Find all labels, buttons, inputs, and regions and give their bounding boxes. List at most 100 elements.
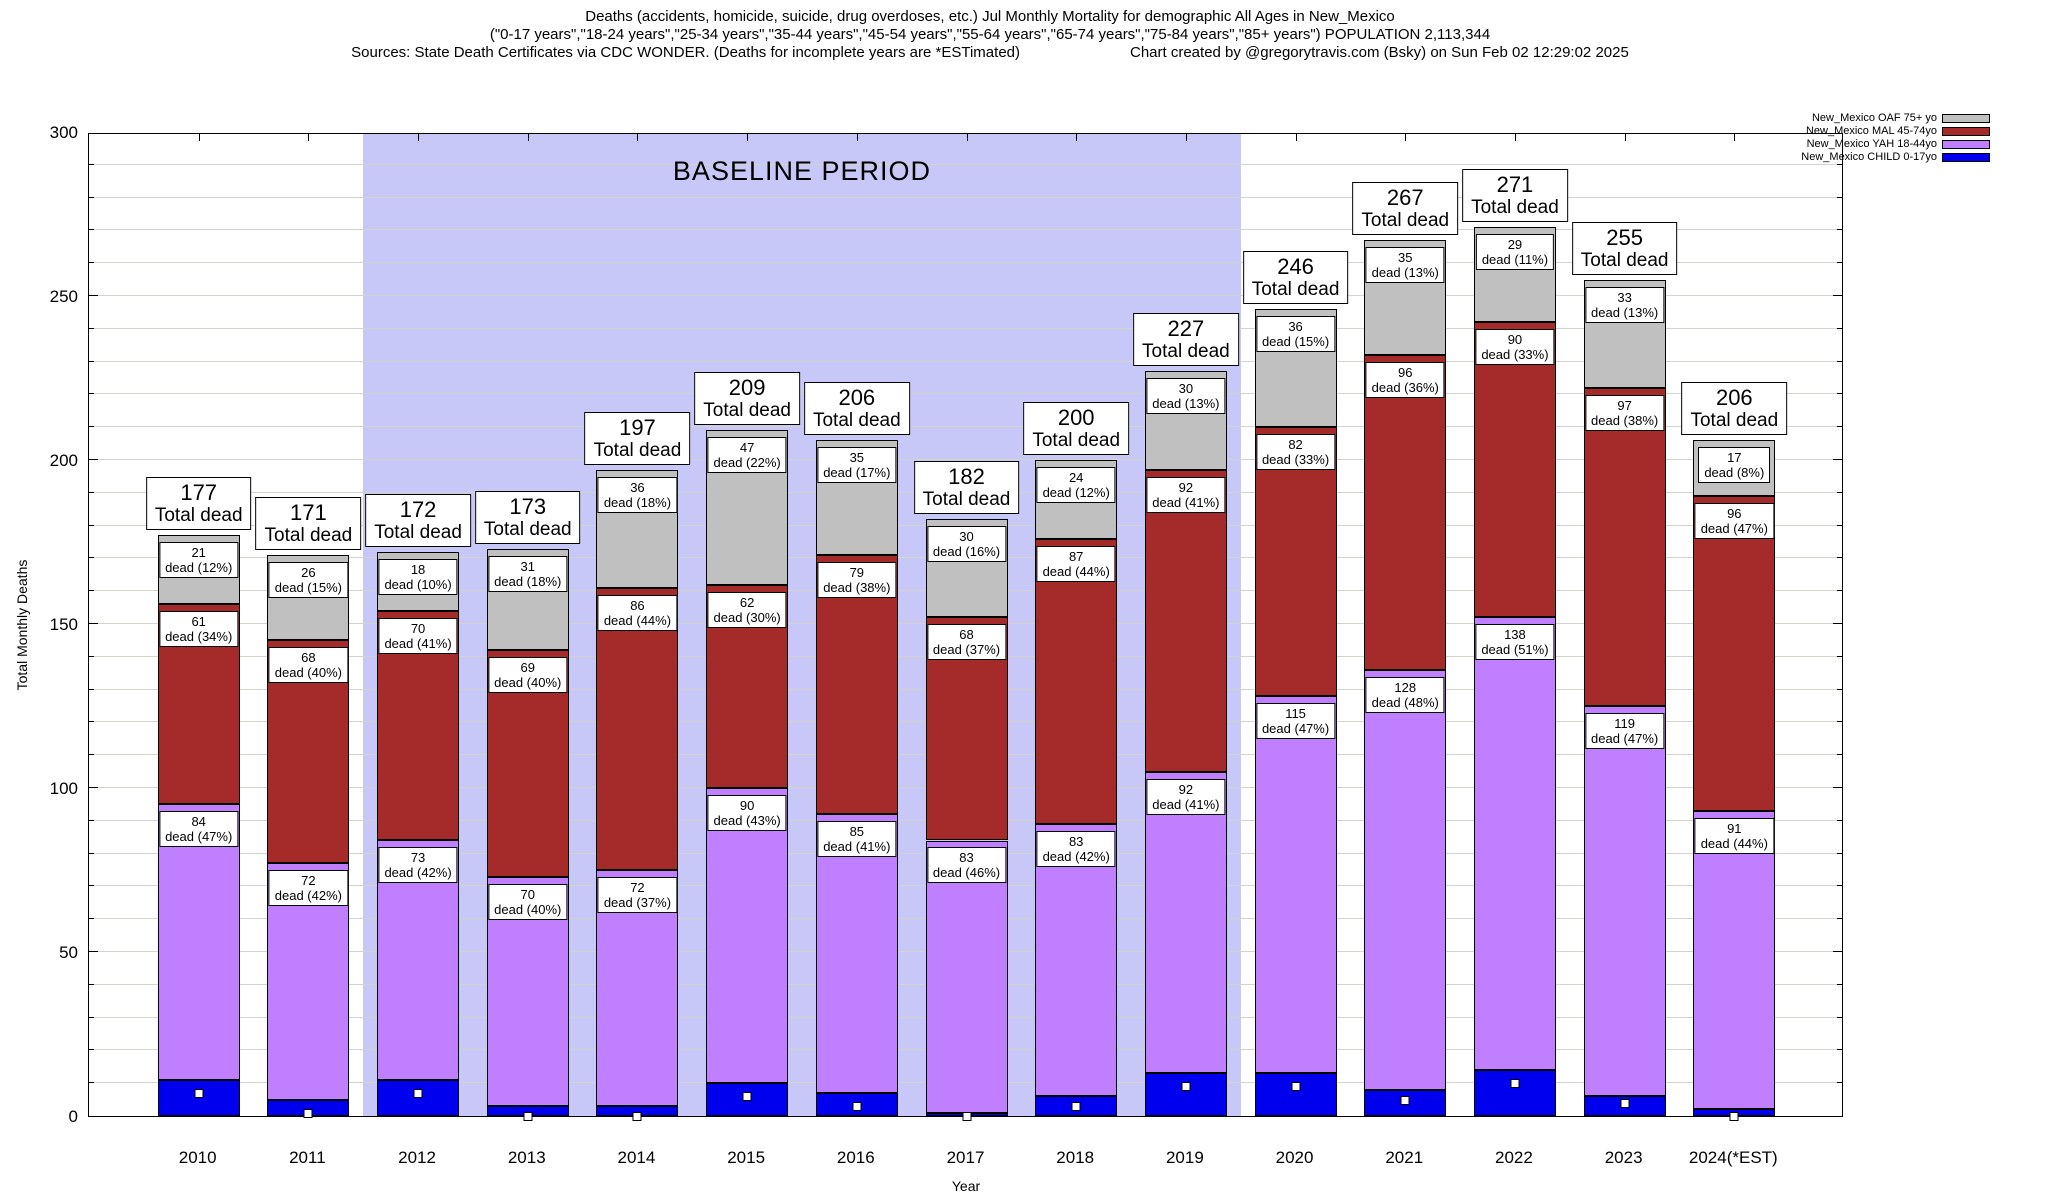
y-tick bbox=[89, 262, 94, 264]
segment-label-pct: dead (44%) bbox=[1700, 835, 1768, 851]
total-dead-word: Total dead bbox=[264, 525, 353, 547]
segment-label-count: 61 bbox=[191, 614, 206, 630]
chart-title: Deaths (accidents, homicide, suicide, dr… bbox=[585, 8, 1395, 25]
bar-segment-yah bbox=[1035, 824, 1118, 1097]
x-axis-title: Year bbox=[951, 1178, 981, 1194]
legend-label-child: New_Mexico CHILD 0-17yo bbox=[1801, 151, 1937, 163]
segment-label-pct: dead (40%) bbox=[494, 901, 562, 917]
y-tick bbox=[1837, 754, 1842, 756]
segment-label-count: 83 bbox=[1068, 834, 1084, 850]
segment-label-count: 33 bbox=[1617, 289, 1632, 305]
total-dead-word: Total dead bbox=[1361, 210, 1450, 232]
gridline bbox=[89, 426, 1842, 428]
segment-label-count: 128 bbox=[1394, 679, 1417, 695]
total-dead-word: Total dead bbox=[154, 505, 243, 527]
bar-segment-yah bbox=[1364, 669, 1447, 1090]
y-tick bbox=[1833, 623, 1842, 624]
segment-label-yah: 138 dead (51%) bbox=[1475, 624, 1555, 661]
segment-label-count: 62 bbox=[739, 594, 755, 610]
segment-label-pct: dead (42%) bbox=[274, 888, 342, 904]
segment-label-pct: dead (10%) bbox=[384, 576, 452, 592]
segment-label-count: 138 bbox=[1504, 627, 1526, 643]
child-marker bbox=[632, 1112, 642, 1121]
segment-label-pct: dead (41%) bbox=[1152, 796, 1220, 812]
total-dead-count: 209 bbox=[728, 375, 766, 401]
segment-label-pct: dead (40%) bbox=[274, 665, 342, 681]
segment-label-pct: dead (12%) bbox=[165, 560, 233, 576]
bar-segment-yah bbox=[1473, 617, 1556, 1071]
y-tick bbox=[1833, 951, 1842, 952]
bar-segment-yah bbox=[1693, 810, 1776, 1110]
x-tick-label: 2012 bbox=[398, 1148, 436, 1167]
segment-label-oaf: 17 dead (8%) bbox=[1698, 447, 1771, 484]
total-dead-word: Total dead bbox=[922, 489, 1011, 511]
total-dead-count: 206 bbox=[1715, 385, 1753, 411]
segment-label-mal: 62 dead (30%) bbox=[707, 591, 787, 628]
x-tick bbox=[1295, 134, 1297, 141]
segment-label-count: 30 bbox=[959, 529, 974, 545]
total-dead-word: Total dead bbox=[812, 410, 901, 432]
gridline bbox=[89, 163, 1842, 165]
y-tick bbox=[89, 885, 94, 887]
total-dead-word: Total dead bbox=[374, 521, 462, 543]
segment-label-count: 85 bbox=[849, 824, 865, 840]
segment-label-mal: 68 dead (37%) bbox=[926, 624, 1007, 661]
bar-segment-mal bbox=[1583, 387, 1666, 706]
legend-label-oaf: New_Mexico OAF 75+ yo bbox=[1811, 112, 1937, 124]
segment-label-pct: dead (38%) bbox=[1591, 412, 1659, 428]
credit-text: Chart created by @gregorytravis.com (Bsk… bbox=[1130, 44, 1629, 61]
segment-label-pct: dead (44%) bbox=[1042, 563, 1110, 579]
segment-label-pct: dead (43%) bbox=[713, 813, 781, 828]
gridline bbox=[89, 262, 1842, 264]
y-tick bbox=[89, 393, 94, 395]
y-tick bbox=[1833, 459, 1842, 460]
child-marker bbox=[1181, 1082, 1191, 1092]
x-tick bbox=[637, 134, 639, 141]
total-dead-label: 267 Total dead bbox=[1352, 182, 1459, 236]
segment-label-mal: 61 dead (34%) bbox=[159, 611, 239, 648]
segment-label-oaf: 18 dead (10%) bbox=[378, 558, 458, 595]
bar-segment-child bbox=[1254, 1073, 1337, 1116]
y-tick bbox=[1837, 590, 1842, 592]
x-tick-label: 2018 bbox=[1056, 1148, 1095, 1167]
segment-label-pct: dead (13%) bbox=[1152, 396, 1220, 412]
child-marker bbox=[962, 1112, 971, 1121]
segment-label-count: 82 bbox=[1288, 437, 1303, 453]
segment-label-pct: dead (42%) bbox=[384, 865, 452, 881]
x-tick bbox=[527, 134, 529, 141]
legend-row-child: New_Mexico CHILD 0-17yo bbox=[1801, 151, 1990, 163]
segment-label-count: 18 bbox=[410, 561, 426, 577]
segment-label-count: 97 bbox=[1617, 397, 1632, 413]
x-tick bbox=[1514, 134, 1516, 141]
y-tick bbox=[1837, 557, 1842, 559]
total-dead-label: 173 Total dead bbox=[474, 490, 581, 544]
legend-swatch-child bbox=[1942, 152, 1990, 162]
segment-label-count: 72 bbox=[630, 880, 645, 895]
gridline bbox=[89, 459, 1842, 460]
child-marker bbox=[413, 1089, 423, 1099]
chart-sources-line: Sources: State Death Certificates via CD… bbox=[0, 44, 1980, 62]
segment-label-pct: dead (46%) bbox=[932, 865, 1001, 881]
segment-label-count: 29 bbox=[1507, 237, 1523, 253]
segment-label-count: 119 bbox=[1614, 716, 1635, 731]
y-tick bbox=[1837, 721, 1842, 723]
bar-segment-mal bbox=[1473, 322, 1556, 618]
segment-label-pct: dead (16%) bbox=[932, 544, 1001, 560]
segment-label-pct: dead (12%) bbox=[1042, 485, 1110, 500]
x-tick-label: 2016 bbox=[836, 1148, 875, 1167]
y-tick bbox=[1837, 327, 1842, 329]
y-tick bbox=[89, 360, 94, 362]
y-tick bbox=[89, 426, 94, 428]
y-tick bbox=[89, 754, 94, 756]
segment-label-count: 68 bbox=[959, 627, 974, 643]
child-marker bbox=[1291, 1082, 1301, 1092]
segment-label-pct: dead (13%) bbox=[1591, 304, 1659, 320]
segment-label-pct: dead (22%) bbox=[713, 455, 781, 471]
bar-segment-child bbox=[1473, 1070, 1556, 1116]
segment-label-count: 73 bbox=[410, 850, 426, 866]
segment-label-yah: 84 dead (47%) bbox=[159, 811, 239, 848]
legend-swatch-mal bbox=[1942, 126, 1990, 136]
bar-segment-yah bbox=[157, 804, 240, 1080]
y-tick bbox=[89, 918, 94, 920]
segment-label-oaf: 36 dead (15%) bbox=[1255, 316, 1336, 353]
